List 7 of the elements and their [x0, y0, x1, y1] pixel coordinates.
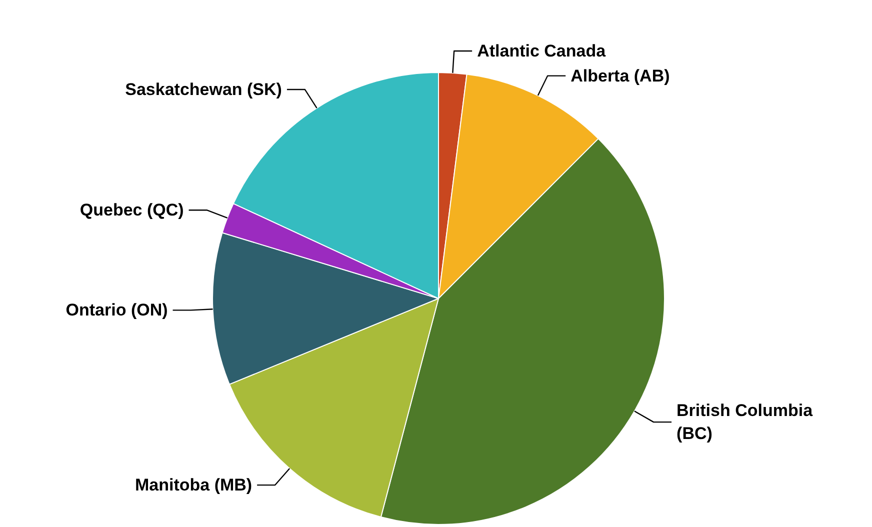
slice-label: Ontario (ON) — [66, 300, 168, 320]
slice-label: Saskatchewan (SK) — [125, 80, 282, 100]
slice-label: Atlantic Canada — [477, 41, 606, 60]
slice-label: British Columbia (BC) — [676, 401, 814, 443]
slice-label: Quebec (QC) — [80, 200, 184, 220]
slice-label: Manitoba (MB) — [134, 476, 252, 495]
slice-label: Alberta (AB) — [570, 66, 670, 86]
